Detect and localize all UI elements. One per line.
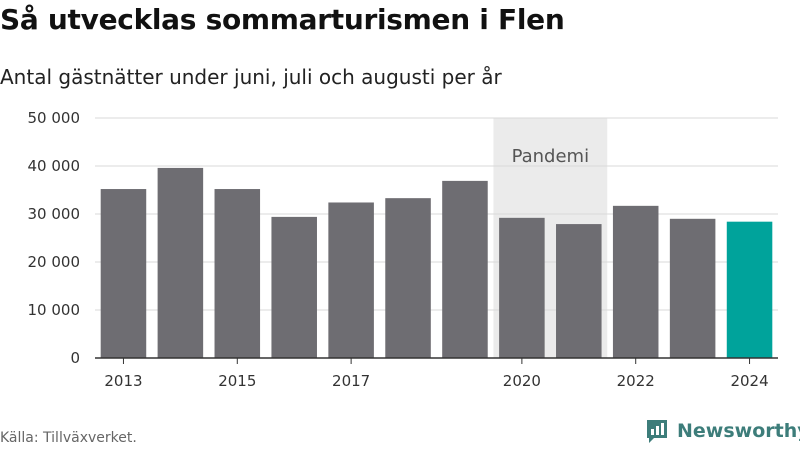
bar-2023 bbox=[669, 218, 716, 358]
pandemic-label: Pandemi bbox=[512, 146, 590, 167]
bar-2020 bbox=[499, 217, 545, 358]
bars bbox=[100, 167, 773, 358]
brand-name: Newsworthy bbox=[677, 420, 800, 442]
bar-2024 bbox=[726, 221, 773, 358]
gridlines bbox=[95, 117, 778, 311]
bar-2018 bbox=[385, 198, 431, 358]
y-tick-label: 0 bbox=[70, 349, 80, 367]
x-tick-label: 2020 bbox=[503, 372, 541, 390]
x-tick-label: 2013 bbox=[104, 372, 142, 390]
bar-2021 bbox=[556, 224, 602, 358]
bar-2017 bbox=[328, 202, 374, 358]
chart-title: Så utvecklas sommarturismen i Flen bbox=[0, 3, 565, 36]
bar-2019 bbox=[442, 180, 488, 358]
bar-2016 bbox=[271, 216, 317, 358]
y-tick-label: 20 000 bbox=[28, 253, 81, 271]
y-tick-label: 40 000 bbox=[28, 157, 81, 175]
source-note: Källa: Tillväxverket. bbox=[0, 430, 137, 446]
y-tick-label: 10 000 bbox=[28, 301, 81, 319]
newsworthy-logo-icon bbox=[647, 420, 667, 443]
x-tick-label: 2024 bbox=[730, 372, 768, 390]
bar-2015 bbox=[214, 189, 261, 358]
y-tick-label: 50 000 bbox=[28, 109, 81, 127]
bar-2013 bbox=[100, 189, 147, 358]
x-tick-label: 2017 bbox=[332, 372, 370, 390]
newsworthy-logo: Newsworthy bbox=[645, 418, 800, 444]
chart-subtitle: Antal gästnätter under juni, juli och au… bbox=[0, 65, 502, 89]
axes: 0 10 000 20 000 30 000 40 000 50 000 2013 2015 2… bbox=[28, 109, 778, 390]
y-tick-label: 30 000 bbox=[28, 205, 81, 223]
bar-2022 bbox=[612, 205, 659, 358]
bar-2014 bbox=[157, 167, 204, 358]
x-tick-label: 2015 bbox=[218, 372, 256, 390]
x-tick-label: 2022 bbox=[617, 372, 655, 390]
